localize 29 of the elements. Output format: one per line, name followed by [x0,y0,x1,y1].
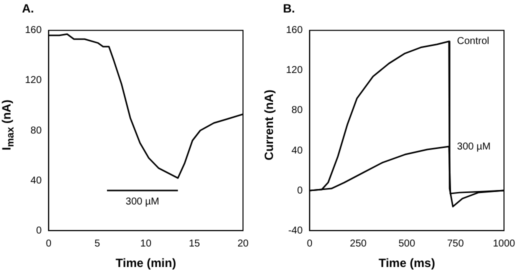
x-axis-title: Time (min) [116,256,176,270]
y-tick-label: 160 [286,25,304,36]
x-tick-label: 20 [237,238,249,250]
y-tick-label: 40 [30,175,42,186]
y-axis-title: Current (nA) [262,90,276,160]
series-label: 300 µM [457,141,491,152]
x-tick-label: 1000 [492,238,516,250]
x-axis-title: Time (ms) [378,256,436,270]
y-tick-label: 40 [292,145,304,156]
y-tick-label: 160 [24,25,42,36]
y-tick-label: 80 [292,105,304,116]
x-tick-label: 5 [94,238,100,250]
x-tick-label: 500 [398,238,416,250]
y-tick-label: 0 [297,185,304,196]
chart-title: A. [22,2,34,16]
x-tick-label: 15 [188,238,200,250]
y-tick-label: 120 [24,75,42,86]
y-tick-label: 0 [36,225,42,236]
x-tick-label: 0 [306,238,313,250]
series-label: Control [457,36,490,48]
x-tick-label: 750 [447,238,464,250]
y-tick-label: 80 [30,125,42,136]
series-label: 300 µM [126,196,160,208]
y-tick-label: -40 [288,225,304,236]
x-tick-label: 0 [46,238,52,250]
y-tick-label: 120 [286,65,304,76]
x-tick-label: 10 [140,238,152,250]
chart-title: B. [283,2,295,16]
x-tick-label: 250 [350,238,368,250]
